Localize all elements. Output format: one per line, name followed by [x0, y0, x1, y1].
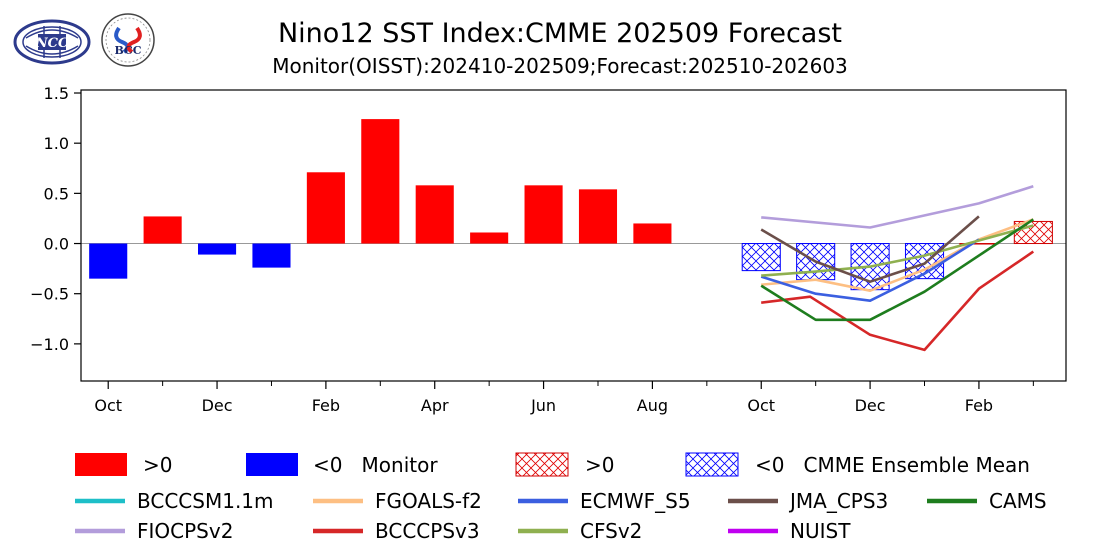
y-tick-label: −0.5: [30, 285, 69, 304]
legend-label-ecmwf-s5: ECMWF_S5: [580, 489, 691, 513]
series-line-fiocpsv2: [761, 185, 1034, 229]
x-tick-label: Oct: [747, 396, 775, 415]
series-line-cfsv2: [761, 224, 1034, 277]
legend-label-fgoals-f2: FGOALS-f2: [375, 489, 482, 513]
legend-label-hatch-negative: <0 CMME Ensemble Mean: [755, 453, 1030, 477]
ensemble-bar-202510: [741, 243, 781, 272]
series-line-ecmwf-s5: [760, 238, 980, 303]
legend-label-hatch-positive: >0: [585, 453, 614, 477]
y-tick-label: −1.0: [30, 335, 69, 354]
bcc-logo: BCC: [101, 13, 155, 67]
x-tick-label: Dec: [202, 396, 233, 415]
legend-label-nuist: NUIST: [790, 519, 851, 543]
monitor-bar-202506: [524, 185, 563, 244]
legend-swatch-solid-positive: [75, 453, 127, 476]
y-tick-label: 1.0: [44, 134, 69, 153]
plot-frame: [80, 89, 1067, 382]
legend-label-bcccpsv3: BCCCPSv3: [375, 519, 480, 543]
y-tick-label: 0.0: [44, 235, 69, 254]
monitor-bar-202502: [306, 172, 345, 244]
y-tick-label: 1.5: [44, 84, 69, 103]
svg-text:NCC: NCC: [35, 36, 69, 51]
legend-label-cfsv2: CFSv2: [580, 519, 642, 543]
x-tick-label: Oct: [94, 396, 122, 415]
model-lines-layer: [760, 185, 1035, 352]
x-tick-label: Apr: [421, 396, 449, 415]
series-line-fgoals-f2: [761, 218, 1034, 293]
x-tick-label: Dec: [855, 396, 886, 415]
x-tick-label: Jun: [530, 396, 556, 415]
monitor-bar-202503: [361, 119, 400, 244]
series-line-jma-cps3: [760, 215, 980, 284]
legend-label-jma-cps3: JMA_CPS3: [788, 489, 888, 513]
monitor-bar-202501: [252, 243, 291, 268]
legend-label-bcccsm1-1m: BCCCSM1.1m: [137, 489, 274, 513]
x-tick-label: Feb: [312, 396, 340, 415]
svg-text:BCC: BCC: [114, 44, 141, 57]
bars-layer: [89, 119, 1053, 291]
legend-swatch-hatch-positive: [515, 452, 569, 477]
series-line-cams: [760, 218, 1035, 322]
chart-title: Nino12 SST Index:CMME 202509 Forecast: [278, 18, 842, 49]
monitor-bar-202507: [578, 189, 618, 244]
legend-swatch-solid-negative: [246, 453, 298, 476]
monitor-bar-202410: [89, 243, 128, 279]
legend-label-solid-positive: >0: [143, 453, 172, 477]
legend-label-fiocpsv2: FIOCPSv2: [137, 519, 233, 543]
monitor-bar-202411: [143, 216, 182, 244]
series-line-bcccpsv3: [761, 250, 1035, 352]
ncc-logo: NCC: [13, 19, 91, 65]
x-tick-label: Feb: [965, 396, 993, 415]
monitor-bar-202504: [415, 185, 454, 244]
legend-label-cams: CAMS: [989, 489, 1047, 513]
monitor-bar-202508: [633, 223, 672, 244]
legend: >0 <0 Monitor >0 <0 CMME Ensemble Mean BCCCS…: [75, 452, 1047, 543]
chart-subtitle: Monitor(OISST):202410-202509;Forecast:20…: [272, 54, 848, 78]
axes-layer: −1.0 −0.5 0.0 0.5 1.0 1.5 Oct Dec Feb Apr Jun Aug Oc…: [30, 84, 1067, 415]
legend-swatch-hatch-negative: [685, 452, 739, 477]
x-tick-label: Aug: [637, 396, 668, 415]
monitor-bar-202412: [198, 243, 237, 255]
monitor-bar-202505: [470, 232, 509, 244]
legend-label-solid-negative: <0 Monitor: [313, 453, 438, 477]
y-tick-label: 0.5: [44, 184, 69, 203]
